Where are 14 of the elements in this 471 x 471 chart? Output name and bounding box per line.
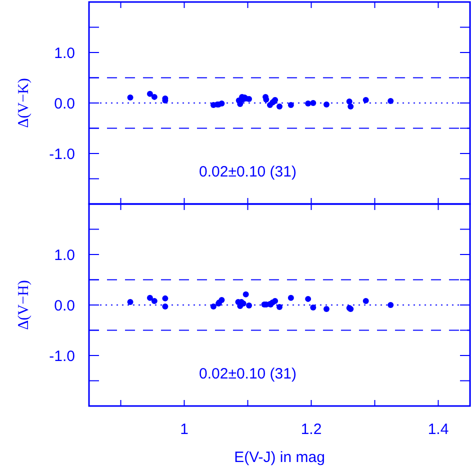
annotation: 0.02±0.10 (31) xyxy=(199,164,296,181)
x-tick-label: 1.4 xyxy=(428,421,449,438)
y-tick-label: -1.0 xyxy=(49,348,75,365)
annotation: 0.02±0.10 (31) xyxy=(199,366,296,383)
x-tick-label: 1.2 xyxy=(300,421,322,438)
x-tick-label: 1 xyxy=(180,421,188,438)
y-tick-label: -1.0 xyxy=(49,146,75,163)
y-tick-label: 0.0 xyxy=(54,95,75,112)
y-tick-label: 0.0 xyxy=(54,297,75,314)
x-axis-title: E(V-J) in mag xyxy=(234,449,325,466)
y-tick-label: 1.0 xyxy=(54,246,75,264)
y-tick-label: 1.0 xyxy=(54,44,75,62)
y-axis-title: Δ(V−H) xyxy=(16,280,32,330)
y-axis-title: Δ(V−K) xyxy=(16,78,32,128)
